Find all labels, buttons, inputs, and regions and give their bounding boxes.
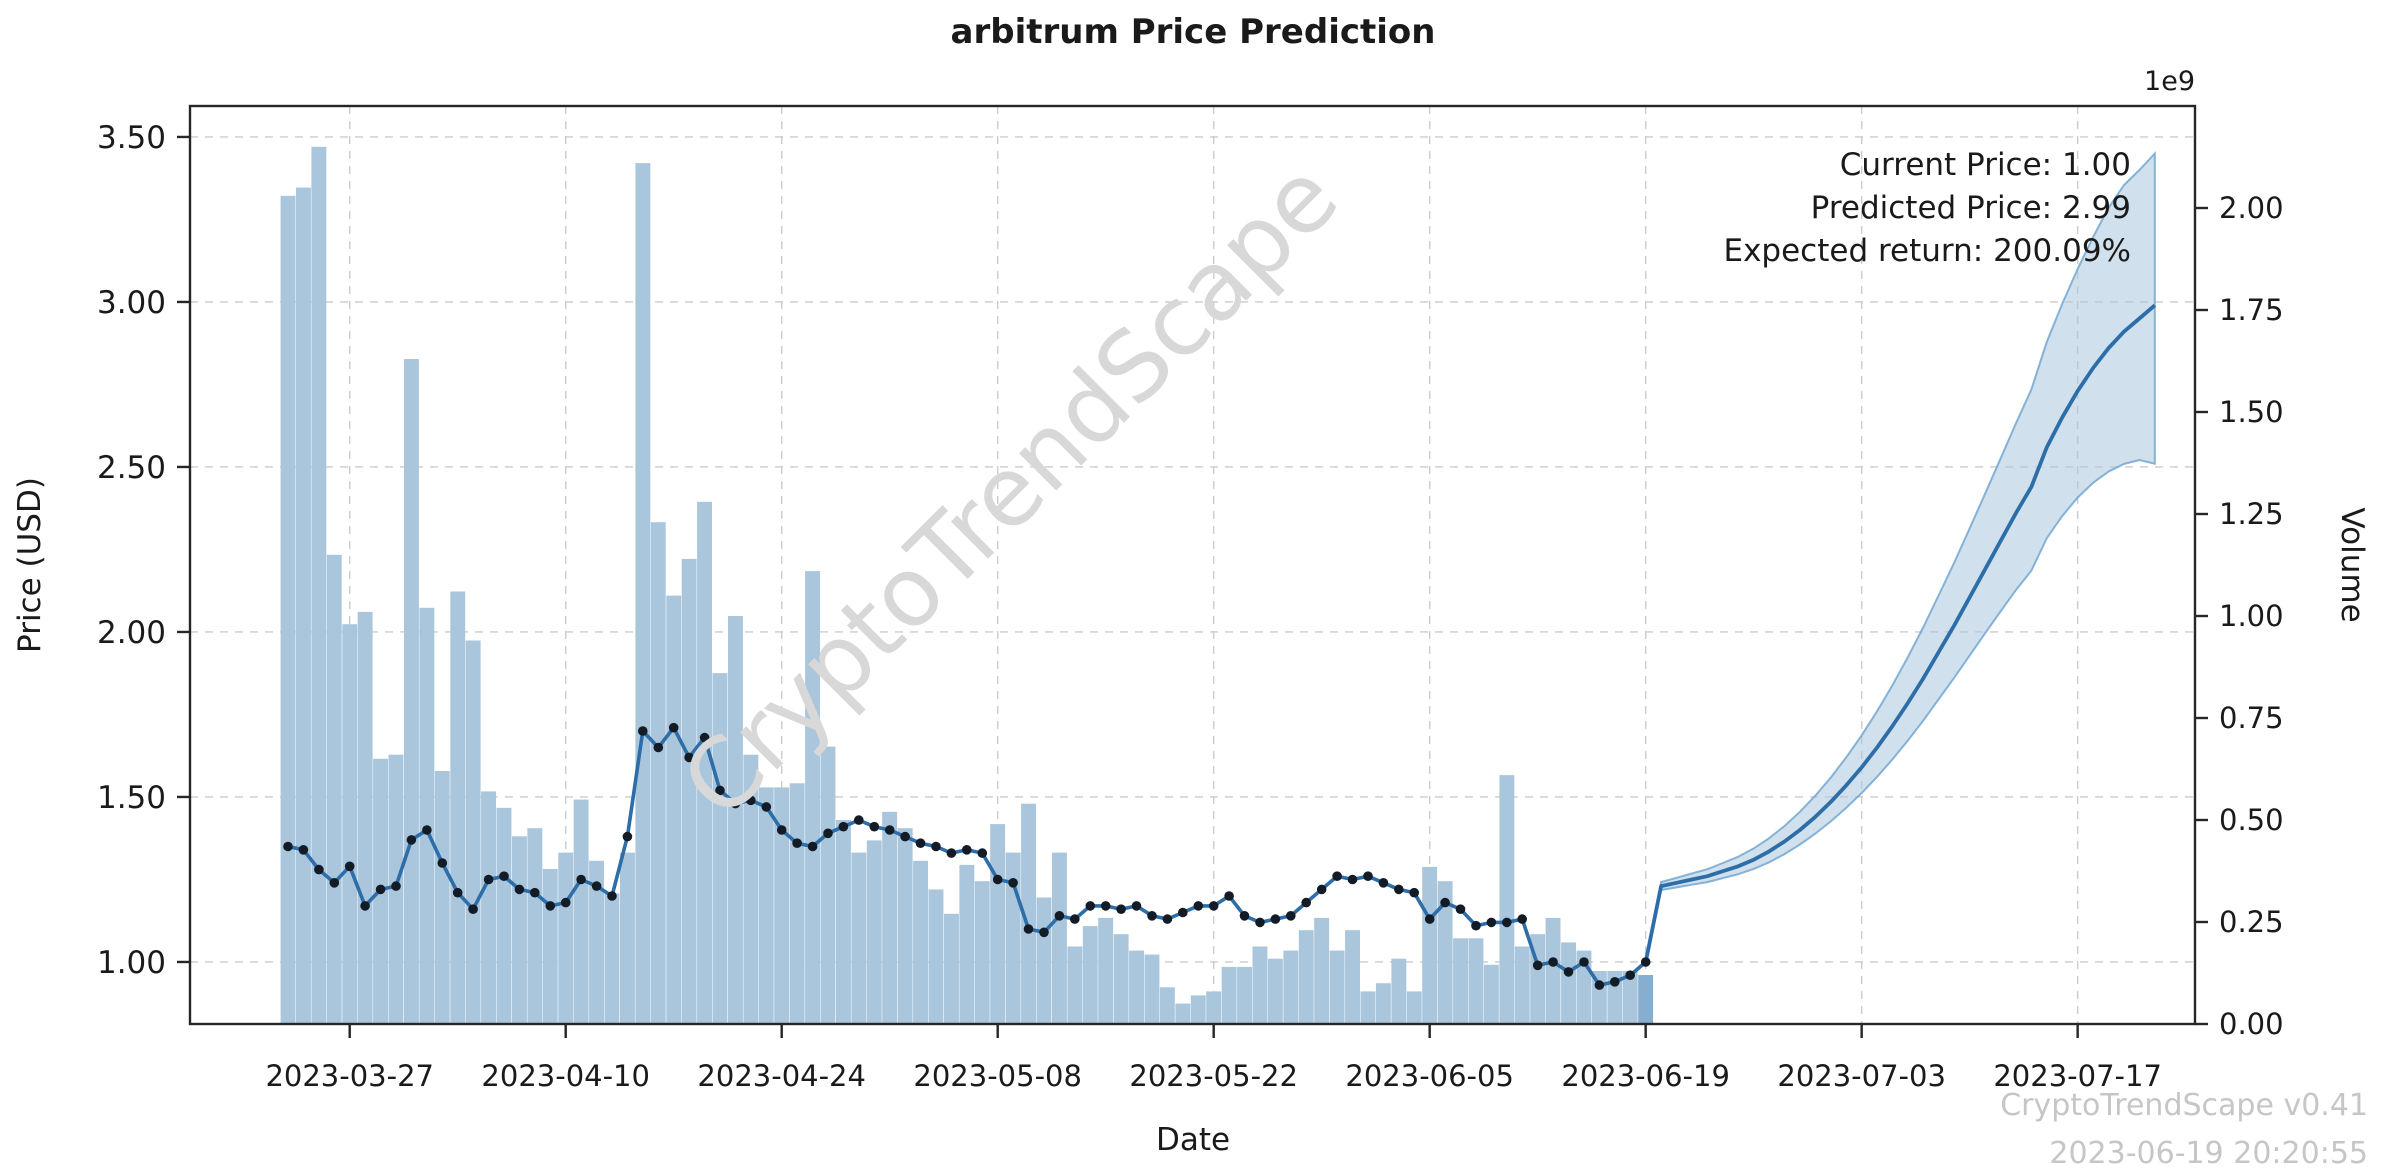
svg-text:1.75: 1.75 [2219,293,2284,327]
prediction-annotation: Current Price: 1.00 Predicted Price: 2.9… [1724,144,2132,273]
svg-text:2023-05-08: 2023-05-08 [913,1059,1082,1093]
date-axis-ticks: 2023-03-27 2023-04-10 2023-04-24 2023-05-08… [265,1024,2162,1093]
svg-text:1.25: 1.25 [2219,497,2284,531]
price-axis-ticks: 1.00 1.50 2.00 2.50 3.00 3.50 [97,120,190,981]
svg-text:2023-04-24: 2023-04-24 [697,1059,866,1093]
svg-text:2023-06-05: 2023-06-05 [1345,1059,1514,1093]
price-history-markers [283,722,1651,990]
chart-title: arbitrum Price Prediction [950,12,1436,52]
x-axis-label-date: Date [1155,1122,1231,1158]
svg-text:0.75: 0.75 [2219,701,2284,735]
svg-text:0.25: 0.25 [2219,905,2284,939]
svg-text:1.00: 1.00 [2219,599,2284,633]
svg-text:2023-07-17: 2023-07-17 [1993,1059,2162,1093]
svg-text:1.00: 1.00 [97,945,166,981]
footer-credits: CryptoTrendScape v0.41 2023-06-19 20:20:… [2000,1082,2368,1176]
svg-text:2023-03-27: 2023-03-27 [265,1059,434,1093]
prediction-confidence-band [1644,150,2156,963]
svg-text:3.50: 3.50 [97,120,166,156]
volume-bars [280,146,1654,1025]
axes-spines [188,104,2197,1026]
svg-text:0.50: 0.50 [2219,803,2284,837]
timestamp-text: 2023-06-19 20:20:55 [2049,1136,2368,1171]
svg-text:2023-05-22: 2023-05-22 [1129,1059,1298,1093]
y-axis-label-volume: Volume [2334,507,2370,623]
svg-text:2023-07-03: 2023-07-03 [1777,1059,1946,1093]
app-version-text: CryptoTrendScape v0.41 [2000,1088,2368,1123]
svg-text:2.00: 2.00 [97,615,166,651]
predicted-price-text: Predicted Price: 2.99 [1810,190,2131,226]
svg-text:3.00: 3.00 [97,285,166,321]
svg-text:2.50: 2.50 [97,450,166,486]
volume-axis-exponent-label: 1e9 [2144,66,2195,97]
svg-text:0.00: 0.00 [2219,1007,2284,1041]
volume-axis-ticks: 0.00 0.25 0.50 0.75 1.00 1.25 1.50 1.75 2.00 [2195,191,2284,1041]
svg-text:2023-06-19: 2023-06-19 [1561,1059,1730,1093]
svg-text:2.00: 2.00 [2219,191,2284,225]
svg-text:1.50: 1.50 [97,780,166,816]
y-axis-label-price: Price (USD) [12,477,48,653]
prediction-line [1643,303,2157,963]
svg-text:2023-04-10: 2023-04-10 [481,1059,650,1093]
svg-text:1.50: 1.50 [2219,395,2284,429]
expected-return-text: Expected return: 200.09% [1723,233,2132,269]
current-price-text: Current Price: 1.00 [1839,147,2131,183]
